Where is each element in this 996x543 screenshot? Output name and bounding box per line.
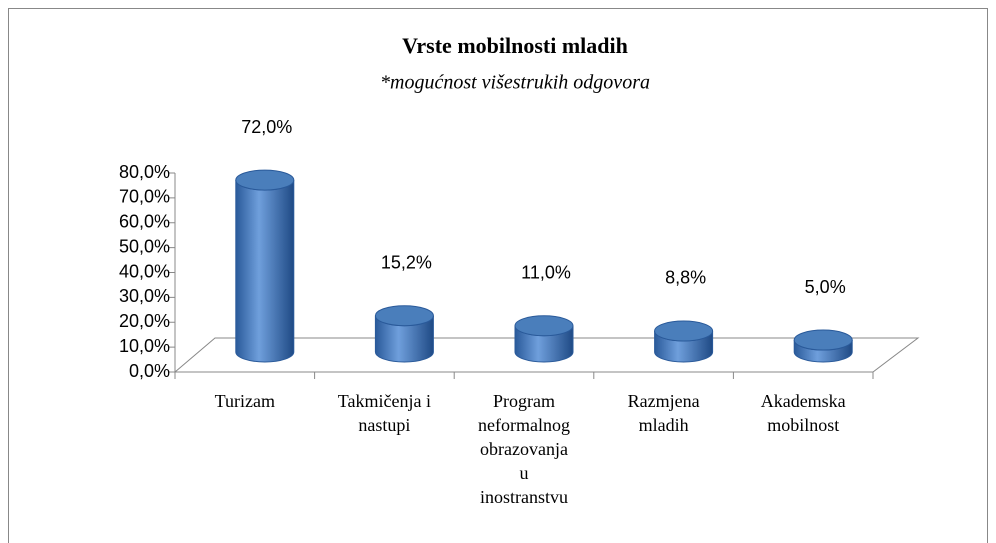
data-label: 5,0% (805, 277, 846, 297)
y-tick-label: 70,0% (119, 187, 170, 207)
bar (235, 169, 295, 363)
x-tick-label: Akademska mobilnost (761, 391, 846, 435)
x-tick-label: Takmičenja i nastupi (338, 391, 431, 435)
bar-top (374, 305, 434, 327)
bar (793, 329, 853, 363)
data-label: 15,2% (381, 252, 432, 272)
bar-top (654, 320, 714, 342)
data-label: 11,0% (521, 262, 571, 282)
x-tick-label: Program neformalnog obrazovanja u inostranst… (478, 391, 570, 507)
bar (514, 315, 574, 363)
x-tick-label: Turizam (215, 391, 275, 411)
bar-body (235, 179, 295, 363)
bar-top (514, 315, 574, 337)
bar-top (235, 169, 295, 191)
bar (654, 320, 714, 363)
chart-title: Vrste mobilnosti mladih (402, 33, 628, 58)
floor (173, 337, 920, 373)
data-label: 8,8% (665, 268, 706, 288)
y-tick-label: 20,0% (119, 311, 170, 331)
data-label: 72,0% (241, 117, 292, 137)
y-tick-label: 40,0% (119, 261, 170, 281)
y-tick-label: 60,0% (119, 212, 170, 232)
y-tick-label: 50,0% (119, 236, 170, 256)
bar (374, 305, 434, 363)
y-tick-label: 30,0% (119, 286, 170, 306)
chart-border (8, 8, 988, 543)
y-tick-label: 80,0% (119, 162, 170, 182)
chart-subtitle: *mogućnost višestrukih odgovora (380, 72, 650, 94)
y-tick-label: 0,0% (129, 361, 170, 381)
x-tick-label: Razmjena mladih (628, 391, 700, 435)
bar-top (793, 329, 853, 351)
y-tick-label: 10,0% (119, 336, 170, 356)
